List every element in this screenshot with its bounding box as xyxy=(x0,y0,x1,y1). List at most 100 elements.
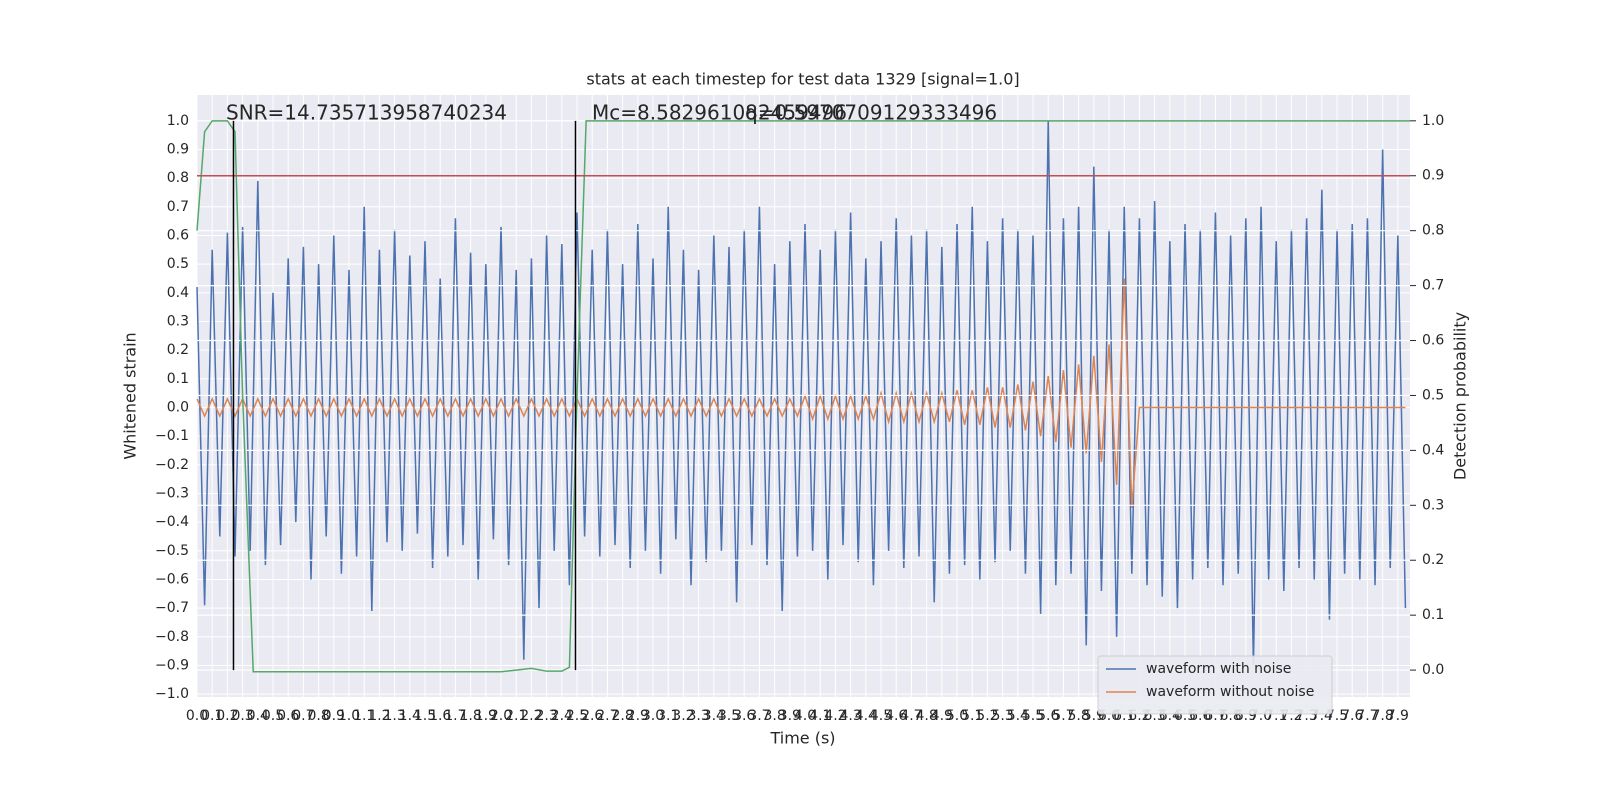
y-tick-label: 0.6 xyxy=(167,227,189,243)
annotation: Mc=8.582961082459496 xyxy=(592,101,847,125)
x-tick-label: 1.3 xyxy=(383,708,405,724)
series-line xyxy=(196,120,1410,673)
x-tick-label: 1.5 xyxy=(414,708,436,724)
series-line xyxy=(196,120,1407,666)
y-tick-label: 0.2 xyxy=(167,342,189,358)
x-tick-label: 0.1 xyxy=(201,708,223,724)
y2-tick-label: 0.2 xyxy=(1422,552,1444,568)
y2-tick-label: 1.0 xyxy=(1422,113,1444,129)
x-tick-label: 4.8 xyxy=(915,708,937,724)
x-tick-label: 1.9 xyxy=(475,708,497,724)
x-tick-label: 0.0 xyxy=(186,708,208,724)
x-tick-label: 2.0 xyxy=(490,708,512,724)
x-tick-label: 2.9 xyxy=(627,708,649,724)
series-line xyxy=(196,278,1406,508)
x-tick-label: 0.9 xyxy=(323,708,345,724)
x-tick-label: 5.0 xyxy=(946,708,968,724)
y-tick-label: −0.2 xyxy=(155,457,189,473)
y-axis-label: Whitened strain xyxy=(121,332,140,459)
y-tick-label: −0.3 xyxy=(155,485,189,501)
y-tick-label: −0.6 xyxy=(155,571,189,587)
y-tick-label: 1.0 xyxy=(167,113,189,129)
x-tick-label: 7.7 xyxy=(1356,708,1378,724)
y-tick-label: 0.7 xyxy=(167,199,189,215)
x-tick-label: 2.3 xyxy=(535,708,557,724)
x-tick-label: 4.3 xyxy=(839,708,861,724)
x-tick-label: 5.3 xyxy=(991,708,1013,724)
y2-axis-label: Detection probability xyxy=(1451,312,1470,480)
x-tick-label: 5.2 xyxy=(976,708,998,724)
y-tick-label: 0.8 xyxy=(167,170,189,186)
x-tick-label: 7.9 xyxy=(1387,708,1409,724)
y-tick-label: 0.9 xyxy=(167,141,189,157)
x-tick-label: 5.7 xyxy=(1052,708,1074,724)
x-tick-label: 0.5 xyxy=(262,708,284,724)
x-tick-label: 4.7 xyxy=(900,708,922,724)
x-tick-label: 5.4 xyxy=(1007,708,1029,724)
x-tick-label: 0.2 xyxy=(216,708,238,724)
x-tick-label: 3.6 xyxy=(733,708,755,724)
x-tick-label: 3.1 xyxy=(657,708,679,724)
x-tick-label: 4.0 xyxy=(794,708,816,724)
x-tick-label: 3.0 xyxy=(642,708,664,724)
x-tick-label: 0.4 xyxy=(247,708,269,724)
x-tick-label: 3.9 xyxy=(779,708,801,724)
legend-label: waveform without noise xyxy=(1146,684,1314,700)
x-tick-label: 1.8 xyxy=(459,708,481,724)
annotation: q=0.5970709129333496 xyxy=(745,101,997,125)
x-tick-label: 5.5 xyxy=(1022,708,1044,724)
legend-label: waveform with noise xyxy=(1146,661,1291,677)
y2-tick-label: 0.6 xyxy=(1422,333,1444,349)
y-tick-label: 0.0 xyxy=(167,399,189,415)
y2-tick-label: 0.8 xyxy=(1422,223,1444,239)
y2-tick-label: 0.9 xyxy=(1422,168,1444,184)
y-tick-label: 0.5 xyxy=(167,256,189,272)
x-tick-label: 1.0 xyxy=(338,708,360,724)
y-tick-label: 0.3 xyxy=(167,313,189,329)
y-tick-label: −0.4 xyxy=(155,514,189,530)
x-tick-label: 3.7 xyxy=(748,708,770,724)
x-tick-label: 4.9 xyxy=(931,708,953,724)
x-tick-label: 4.6 xyxy=(885,708,907,724)
x-tick-label: 2.4 xyxy=(551,708,573,724)
x-tick-label: 2.5 xyxy=(566,708,588,724)
y2-tick-label: 0.4 xyxy=(1422,442,1444,458)
y-tick-label: −0.5 xyxy=(155,543,189,559)
x-tick-label: 3.2 xyxy=(672,708,694,724)
x-tick-label: 2.1 xyxy=(505,708,527,724)
y2-tick-label: 0.5 xyxy=(1422,387,1444,403)
y-tick-label: −0.1 xyxy=(155,428,189,444)
x-tick-label: 4.2 xyxy=(824,708,846,724)
y-tick-label: 0.1 xyxy=(167,371,189,387)
y2-tick-label: 0.0 xyxy=(1422,662,1444,678)
x-tick-label: 3.3 xyxy=(687,708,709,724)
chart-title: stats at each timestep for test data 132… xyxy=(586,70,1019,89)
x-tick-label: 5.1 xyxy=(961,708,983,724)
x-tick-label: 0.8 xyxy=(307,708,329,724)
x-tick-label: 3.5 xyxy=(718,708,740,724)
x-tick-label: 5.8 xyxy=(1067,708,1089,724)
y-tick-label: −0.8 xyxy=(155,629,189,645)
x-tick-label: 2.8 xyxy=(611,708,633,724)
x-tick-label: 2.6 xyxy=(581,708,603,724)
y2-tick-label: 0.3 xyxy=(1422,497,1444,513)
y2-tick-label: 0.1 xyxy=(1422,607,1444,623)
x-tick-label: 7.6 xyxy=(1341,708,1363,724)
x-tick-label: 1.6 xyxy=(429,708,451,724)
y-tick-label: 0.4 xyxy=(167,285,189,301)
x-axis-label: Time (s) xyxy=(769,729,835,748)
x-tick-label: 2.7 xyxy=(596,708,618,724)
y-tick-label: −1.0 xyxy=(155,686,189,702)
y-tick-label: −0.7 xyxy=(155,600,189,616)
x-tick-label: 1.2 xyxy=(368,708,390,724)
x-tick-label: 0.3 xyxy=(231,708,253,724)
x-tick-label: 0.7 xyxy=(292,708,314,724)
x-tick-label: 1.7 xyxy=(444,708,466,724)
legend-box xyxy=(1097,655,1333,715)
annotation: SNR=14.735713958740234 xyxy=(226,101,507,125)
x-tick-label: 4.1 xyxy=(809,708,831,724)
x-tick-label: 1.4 xyxy=(399,708,421,724)
x-tick-label: 7.8 xyxy=(1372,708,1394,724)
x-tick-label: 3.4 xyxy=(703,708,725,724)
